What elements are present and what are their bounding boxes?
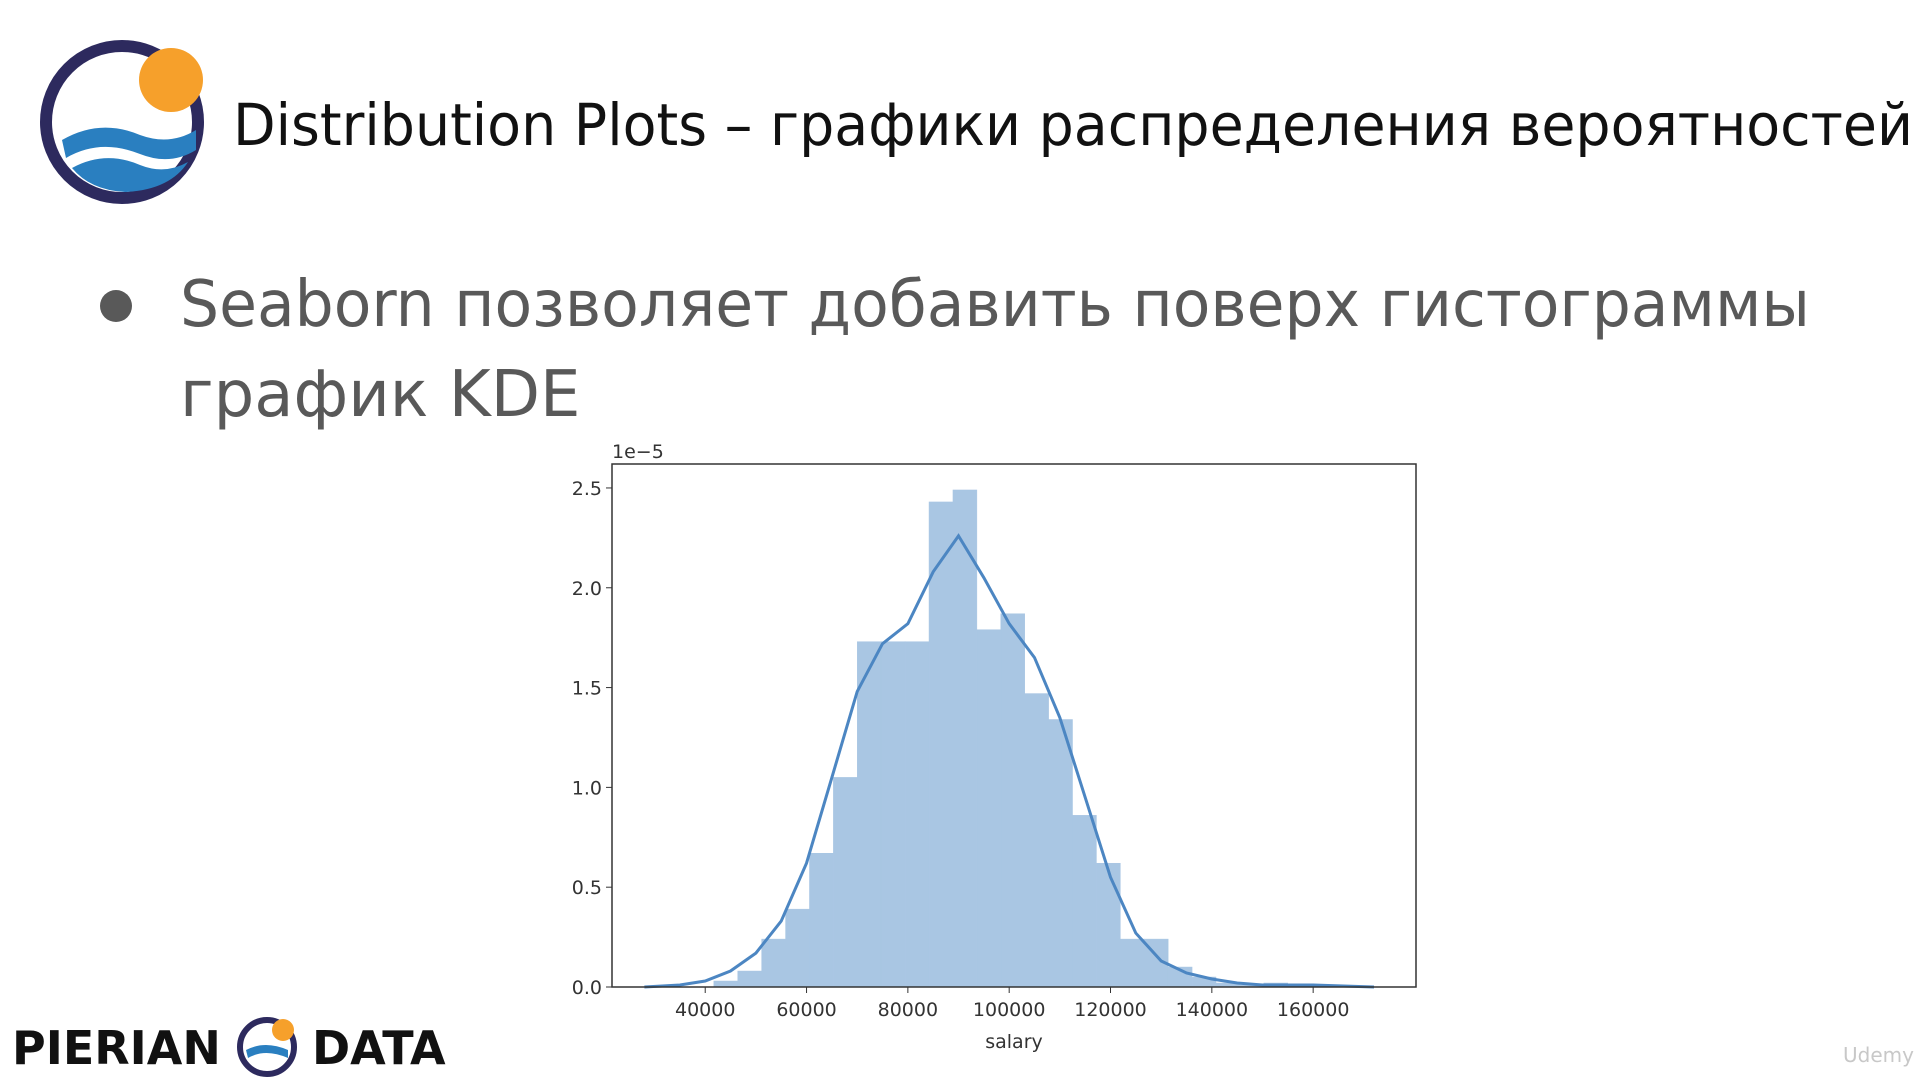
watermark: Udemy [1843, 1043, 1914, 1067]
kde-line [644, 533, 1375, 989]
brand-text: DATA [312, 1021, 446, 1075]
bar [976, 629, 1002, 988]
bar [904, 641, 930, 988]
logo [40, 40, 204, 204]
x-axis-label: salary [985, 1031, 1043, 1053]
brand-text: PIERIAN [12, 1021, 221, 1075]
y-tick-label: 0.5 [572, 877, 602, 899]
x-tick-label: 120000 [1074, 999, 1147, 1021]
bar [1072, 815, 1097, 988]
bullet-text: Seaborn позволяет добавить поверх гистог… [180, 268, 1810, 342]
bullet-dot [100, 290, 132, 322]
x-tick-label: 80000 [878, 999, 938, 1021]
bar [1096, 862, 1121, 988]
brand-sun [272, 1019, 294, 1041]
x-tick-label: 100000 [973, 999, 1046, 1021]
logo-ring [40, 40, 204, 204]
brand-wave [246, 1045, 288, 1058]
bar [761, 938, 786, 988]
x-tick-label: 160000 [1277, 999, 1350, 1021]
bar [857, 641, 882, 988]
brand-ring [237, 1017, 297, 1077]
bar [737, 970, 762, 988]
plot-frame [611, 463, 1417, 988]
y-tick-label: 2.5 [572, 478, 602, 500]
y-tick-label: 1.5 [572, 678, 602, 700]
bar [785, 908, 810, 988]
logo-wave [72, 158, 188, 192]
bar [952, 489, 978, 988]
bar [1120, 938, 1145, 988]
x-tick-label: 60000 [776, 999, 836, 1021]
y-offset-label: 1e−5 [612, 441, 664, 463]
bar [833, 777, 858, 988]
y-tick-label: 1.0 [572, 777, 602, 799]
logo-wave [62, 127, 196, 160]
logo-sun [139, 48, 203, 112]
bar [1000, 613, 1025, 988]
bullet-text: график KDE [180, 358, 580, 432]
bar [1024, 693, 1049, 988]
bar [809, 853, 834, 988]
chart: 0.0 0.5 1.0 1.5 2.0 2.5 40000 60000 80000 100000 1… [572, 441, 1417, 1053]
slide-title: Distribution Plots – графики распределен… [233, 91, 1913, 159]
bar [880, 641, 906, 988]
bar [1048, 719, 1073, 988]
brand-logo [237, 1017, 297, 1077]
y-tick-label: 0.0 [572, 977, 602, 999]
x-tick-label: 40000 [675, 999, 735, 1021]
bar [713, 980, 738, 988]
y-tick-label: 2.0 [572, 578, 602, 600]
x-tick-label: 140000 [1176, 999, 1249, 1021]
